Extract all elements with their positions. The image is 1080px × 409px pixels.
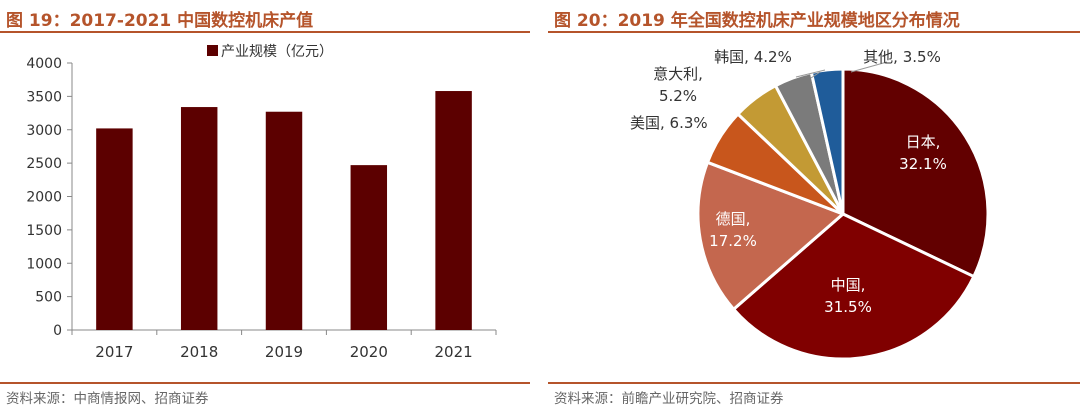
- slice-label: 日本,: [906, 133, 941, 151]
- slice-label: 韩国, 4.2%: [714, 48, 792, 66]
- slice-value-label: 5.2%: [659, 87, 697, 105]
- pie-slice: [809, 67, 845, 216]
- pie-chart-figure-title: 图 20：2019 年全国数控机床产业规模地区分布情况: [554, 11, 960, 31]
- slice-value-label: 17.2%: [709, 232, 757, 250]
- x-tick-label: 2017: [95, 343, 133, 361]
- y-tick-label: 0: [53, 323, 62, 339]
- pie-chart: 日本, 32.1% 中国, 31.5% 德国, 17.2% 美国, 6.3% 意大利, 5.2%…: [630, 48, 990, 361]
- title-rule: [548, 31, 1080, 33]
- y-tick-label: 2000: [26, 190, 62, 206]
- y-tick-label: 2500: [26, 156, 62, 172]
- x-tick-label: 2019: [265, 343, 303, 361]
- slice-label: 中国,: [831, 276, 866, 294]
- y-tick-label: 4000: [26, 56, 62, 72]
- bar-chart-panel: 图 19：2017-2021 中国数控机床产值 0 500 1000 1500 2000…: [0, 0, 530, 409]
- bar: [435, 91, 472, 330]
- bar-chart-figure-title: 图 19：2017-2021 中国数控机床产值: [6, 11, 314, 31]
- slice-label: 意大利,: [653, 65, 703, 83]
- source-rule: [548, 382, 1080, 384]
- slice-label: 德国,: [716, 210, 751, 228]
- source-rule: [0, 382, 530, 384]
- y-tick-label: 3500: [26, 89, 62, 105]
- bar-chart: 0 500 1000 1500 2000 2500 3000 3500 4000 2017 2018…: [26, 44, 497, 361]
- bar: [180, 107, 218, 331]
- bar: [350, 165, 388, 330]
- leader-line: [795, 69, 826, 78]
- pie-slice: [732, 212, 976, 361]
- legend-label: 产业规模（亿元）: [221, 44, 333, 60]
- x-tick-label: 2020: [350, 343, 388, 361]
- x-tick-label: 2018: [180, 343, 218, 361]
- y-tick-label: 1500: [26, 223, 62, 239]
- pie-chart-panel: 图 20：2019 年全国数控机床产业规模地区分布情况 日本, 32.1% 中国, 3…: [548, 0, 1080, 409]
- leader-line: [850, 61, 888, 73]
- title-rule: [0, 31, 530, 33]
- leader-line: [810, 71, 821, 79]
- y-tick-label: 1000: [26, 256, 62, 272]
- x-tick-label: 2021: [435, 343, 473, 361]
- pie-chart-source: 资料来源：前瞻产业研究院、招商证券: [554, 391, 784, 407]
- y-tick-label: 3000: [26, 123, 62, 139]
- slice-value-label: 32.1%: [899, 155, 947, 173]
- pie-slice: [841, 67, 990, 279]
- slice-label: 其他, 3.5%: [863, 48, 941, 66]
- bar: [96, 128, 133, 330]
- legend-swatch: [207, 45, 218, 56]
- bar: [265, 111, 303, 330]
- legend: 产业规模（亿元）: [207, 44, 333, 60]
- slice-value-label: 31.5%: [824, 298, 872, 316]
- y-tick-label: 500: [35, 290, 62, 306]
- pie-slice: [696, 160, 845, 311]
- bar-chart-source: 资料来源：中商情报网、招商证券: [6, 391, 209, 407]
- slice-label: 美国, 6.3%: [630, 114, 708, 132]
